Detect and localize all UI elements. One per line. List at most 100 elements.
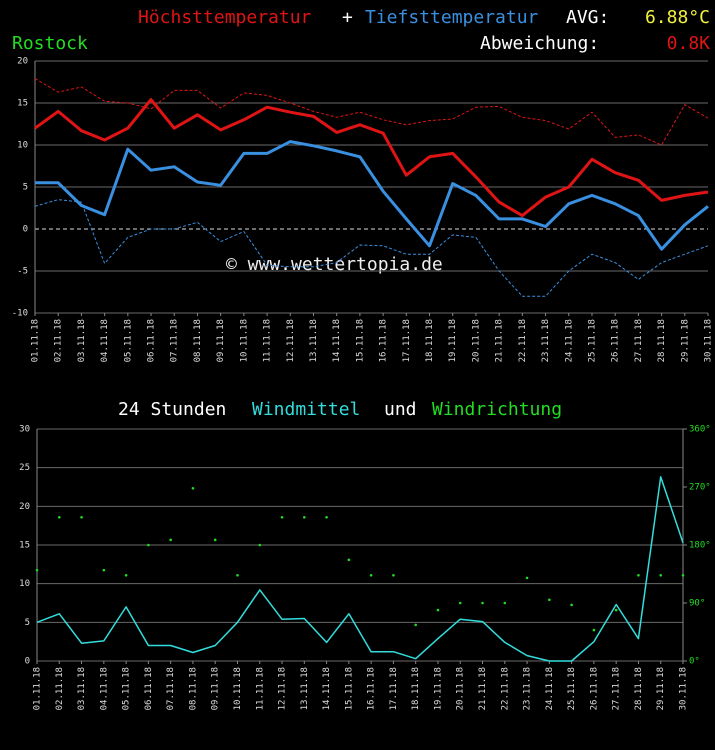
x-tick-label: 24.11.18 [545, 667, 555, 710]
x-tick-label: 20.11.18 [456, 667, 466, 710]
scatter-point [169, 538, 172, 542]
deviation-value: 0.8K [667, 33, 711, 54]
x-tick-label: 08.11.18 [193, 319, 203, 362]
x-tick-label: 23.11.18 [523, 667, 533, 710]
x-tick-label: 05.11.18 [123, 319, 133, 362]
scatter-point [525, 576, 529, 580]
scatter-point [503, 601, 507, 605]
x-tick-label: 13.11.18 [300, 667, 310, 710]
scatter-point [35, 568, 39, 572]
x-tick-label: 02.11.18 [54, 319, 64, 362]
y2-tick-label: 90° [689, 599, 705, 609]
x-tick-label: 26.11.18 [589, 667, 599, 710]
scatter-point [325, 515, 328, 519]
y2-tick-label: 0° [689, 657, 700, 667]
scatter-point [191, 486, 195, 490]
y-tick-label: 20 [17, 57, 28, 67]
y-tick-label: 5 [25, 618, 30, 628]
scatter-point [548, 598, 551, 602]
scatter-point [592, 628, 596, 632]
x-tick-label: 06.11.18 [147, 319, 157, 362]
x-tick-label: 30.11.18 [679, 667, 689, 710]
series-line [34, 98, 709, 218]
x-tick-label: 03.11.18 [77, 667, 87, 710]
x-tick-label: 22.11.18 [500, 667, 510, 710]
x-tick-label: 23.11.18 [541, 319, 551, 362]
deviation-label: Abweichung: [480, 33, 599, 54]
avg-label: AVG: [566, 7, 609, 28]
x-tick-label: 21.11.18 [478, 667, 488, 710]
scatter-point [369, 573, 373, 577]
x-tick-label: 12.11.18 [286, 319, 296, 362]
x-tick-label: 13.11.18 [309, 319, 319, 362]
scatter-point [347, 558, 351, 562]
x-tick-label: 18.11.18 [411, 667, 421, 710]
x-tick-label: 10.11.18 [233, 667, 243, 710]
legend-entry: Windrichtung [432, 399, 562, 420]
x-tick-label: 27.11.18 [612, 667, 622, 710]
scatter-point [280, 515, 284, 519]
x-tick-label: 06.11.18 [144, 667, 154, 710]
x-tick-label: 27.11.18 [634, 319, 644, 362]
x-tick-label: 15.11.18 [355, 319, 365, 362]
x-tick-label: 29.11.18 [680, 319, 690, 362]
scatter-point [614, 608, 618, 612]
legend-entry: Höchsttemperatur [138, 7, 312, 28]
scatter-point [57, 515, 61, 519]
y-tick-label: 10 [17, 141, 28, 151]
y-tick-label: 0 [23, 225, 28, 235]
y-tick-label: 15 [19, 541, 30, 551]
x-tick-label: 12.11.18 [278, 667, 288, 710]
x-tick-label: 04.11.18 [99, 667, 109, 710]
x-tick-label: 29.11.18 [656, 667, 666, 710]
x-tick-label: 28.11.18 [657, 319, 667, 362]
x-tick-label: 16.11.18 [367, 667, 377, 710]
x-tick-label: 30.11.18 [704, 319, 714, 362]
y2-tick-label: 360° [689, 425, 711, 435]
x-tick-label: 11.11.18 [255, 667, 265, 710]
scatter-point [436, 608, 440, 612]
scatter-point [392, 573, 395, 577]
scatter-point [681, 573, 685, 577]
x-tick-label: 21.11.18 [495, 319, 505, 362]
scatter-point [458, 601, 462, 605]
scatter-point [570, 603, 573, 607]
x-tick-label: 03.11.18 [77, 319, 87, 362]
watermark: © www.wettertopia.de [226, 254, 443, 275]
series-line [34, 78, 709, 146]
x-tick-label: 26.11.18 [611, 319, 621, 362]
x-tick-label: 11.11.18 [263, 319, 273, 362]
scatter-point [147, 543, 150, 547]
avg-value: 6.88°C [645, 7, 710, 28]
y-tick-label: -10 [12, 309, 28, 319]
scatter-point [637, 573, 640, 577]
x-tick-label: 04.11.18 [100, 319, 110, 362]
scatter-point [414, 623, 417, 627]
x-tick-label: 14.11.18 [332, 319, 342, 362]
y-tick-label: 20 [19, 502, 30, 512]
x-tick-label: 17.11.18 [402, 319, 412, 362]
title-joiner: und [384, 399, 417, 420]
x-tick-label: 25.11.18 [567, 667, 577, 710]
x-tick-label: 17.11.18 [389, 667, 399, 710]
y-tick-label: 0 [25, 657, 30, 667]
location: Rostock [12, 33, 88, 54]
scatter-point [213, 538, 217, 542]
scatter-point [80, 515, 83, 519]
series-line [34, 199, 709, 297]
series-line [35, 140, 709, 251]
x-tick-label: 25.11.18 [587, 319, 597, 362]
x-tick-label: 09.11.18 [211, 667, 221, 710]
x-tick-label: 10.11.18 [239, 319, 249, 362]
x-tick-label: 07.11.18 [166, 667, 176, 710]
x-tick-label: 19.11.18 [448, 319, 458, 362]
y-tick-label: 25 [19, 463, 30, 473]
y-tick-label: -5 [17, 267, 28, 277]
scatter-point [481, 601, 484, 605]
x-tick-label: 05.11.18 [122, 667, 132, 710]
x-tick-label: 28.11.18 [634, 667, 644, 710]
x-tick-label: 24.11.18 [564, 319, 574, 362]
y2-tick-label: 180° [689, 541, 711, 551]
y-tick-label: 15 [17, 99, 28, 109]
